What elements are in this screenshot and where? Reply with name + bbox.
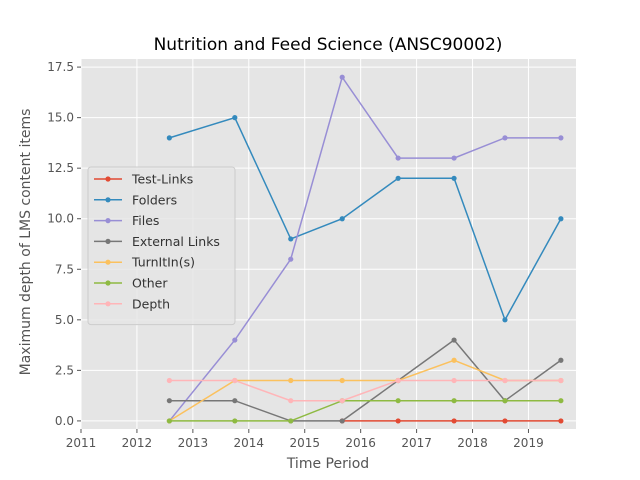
data-point <box>451 377 457 384</box>
data-point <box>502 317 508 323</box>
x-tick-label: 2014 <box>234 436 265 450</box>
data-point <box>502 418 508 424</box>
data-point <box>232 418 238 424</box>
data-point <box>232 337 238 343</box>
series-layer <box>166 74 564 424</box>
y-tick-label: 2.5 <box>55 363 74 377</box>
legend-marker <box>105 238 111 244</box>
legend-item: External Links <box>94 234 220 249</box>
chart-title: Nutrition and Feed Science (ANSC90002) <box>154 35 503 55</box>
x-axis-ticks: 2011 2012 2013 2014 2015 2016 2017 2018 2019 <box>66 429 544 450</box>
data-point <box>288 256 294 262</box>
data-point <box>558 135 564 141</box>
legend-box <box>87 166 236 326</box>
y-tick-label: 0.0 <box>55 414 74 428</box>
data-point <box>395 175 401 181</box>
x-tick-label: 2013 <box>178 436 209 450</box>
x-tick-label: 2019 <box>513 436 544 450</box>
legend-marker <box>105 280 111 286</box>
data-point <box>166 135 172 141</box>
data-point <box>502 377 508 384</box>
series-line <box>169 116 562 322</box>
data-point <box>339 418 345 424</box>
data-point <box>339 398 345 404</box>
data-point <box>339 377 345 384</box>
legend-item: TurnItIn(s) <box>94 255 195 270</box>
data-point <box>166 377 172 384</box>
data-point <box>558 398 564 404</box>
legend: Test-Links Folders Files External Links Turn… <box>87 166 236 326</box>
data-point <box>558 418 564 424</box>
legend-item: Files <box>94 213 159 228</box>
data-point <box>232 377 238 384</box>
series-1 <box>166 115 564 323</box>
data-point <box>558 216 564 222</box>
data-point <box>339 74 345 80</box>
data-point <box>232 398 238 404</box>
data-point <box>558 377 564 384</box>
data-point <box>288 236 294 242</box>
series-line <box>168 359 561 422</box>
data-point <box>451 357 457 363</box>
data-point <box>166 418 172 424</box>
legend-marker <box>105 259 111 265</box>
legend-label: Files <box>132 213 159 228</box>
data-point <box>558 357 564 363</box>
series-2 <box>166 74 564 424</box>
y-tick-label: 5.0 <box>55 313 74 327</box>
series-line <box>169 399 561 422</box>
data-point <box>395 377 401 384</box>
data-point <box>288 377 294 384</box>
data-point <box>451 398 457 404</box>
x-tick-label: 2016 <box>345 436 376 450</box>
data-point <box>339 216 345 222</box>
data-point <box>288 418 294 424</box>
y-tick-label: 10.0 <box>47 212 74 226</box>
x-tick-label: 2017 <box>401 436 432 450</box>
y-axis-ticks: 0.0 2.5 5.0 7.5 10.0 12.5 15.0 17.5 <box>47 60 81 428</box>
data-point <box>502 398 508 404</box>
data-point <box>395 418 401 424</box>
data-point <box>288 398 294 404</box>
legend-item: Depth <box>94 296 170 311</box>
legend-item: Other <box>94 276 168 291</box>
legend-label: Depth <box>132 296 170 311</box>
legend-label: TurnItIn(s) <box>131 255 195 270</box>
x-tick-label: 2018 <box>457 436 488 450</box>
x-tick-label: 2015 <box>289 436 320 450</box>
y-tick-label: 17.5 <box>47 60 74 74</box>
legend-marker <box>105 176 111 182</box>
legend-label: External Links <box>132 234 220 249</box>
series-line <box>169 379 561 402</box>
series-5 <box>166 398 564 424</box>
data-point <box>502 135 508 141</box>
legend-marker <box>105 197 111 203</box>
legend-marker <box>105 301 111 307</box>
legend-item: Folders <box>94 192 177 207</box>
y-axis-label: Maximum depth of LMS content items <box>18 109 34 376</box>
data-point <box>166 398 172 404</box>
legend-item: Test-Links <box>94 172 193 187</box>
data-point <box>451 418 457 424</box>
x-axis-label: Time Period <box>286 456 369 472</box>
legend-marker <box>105 218 111 224</box>
legend-label: Other <box>132 276 168 291</box>
y-tick-label: 15.0 <box>47 111 74 125</box>
data-point <box>395 398 401 404</box>
x-tick-label: 2012 <box>122 436 153 450</box>
data-point <box>232 115 238 121</box>
data-point <box>451 175 457 181</box>
y-tick-label: 7.5 <box>55 262 74 276</box>
y-tick-label: 12.5 <box>47 161 74 175</box>
series-line <box>168 75 561 422</box>
data-point <box>451 337 457 343</box>
data-point <box>451 155 457 161</box>
series-6 <box>166 377 564 404</box>
legend-label: Folders <box>132 192 177 207</box>
data-point <box>395 155 401 161</box>
legend-label: Test-Links <box>131 172 193 187</box>
x-tick-label: 2011 <box>66 436 97 450</box>
